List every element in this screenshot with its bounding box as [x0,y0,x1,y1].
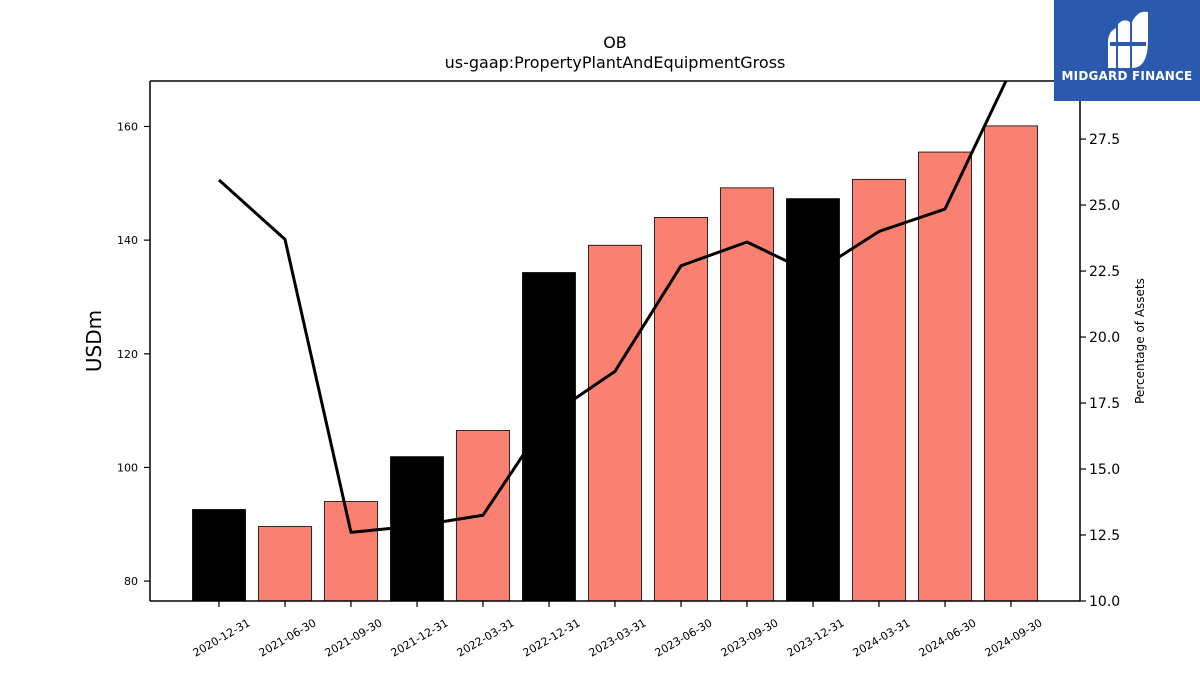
y2-tick-label: 20.0 [1089,330,1120,346]
x-tick-label: 2022-03-31 [455,616,517,659]
y-tick-label: 140 [117,234,138,247]
y-tick-label: 160 [117,120,138,133]
x-tick-label: 2021-12-31 [389,616,451,659]
percent-of-assets-line [217,81,1008,534]
bar-2024-03-31 [852,178,906,602]
y2-tick-label: 15.0 [1089,462,1120,478]
bar-2024-09-30 [984,125,1038,602]
bar-2023-09-30 [720,187,774,602]
percent-line-series [217,81,1008,534]
x-tick-label: 2024-03-31 [851,616,913,659]
bar-2022-12-31 [522,272,576,602]
y2-axis-label: Percentage of Assets [1133,278,1147,404]
chart-subtitle: us-gaap:PropertyPlantAndEquipmentGross [445,53,786,72]
y-tick-label: 100 [117,461,138,474]
bar-2023-06-30 [654,216,708,602]
x-tick-label: 2024-06-30 [917,616,979,659]
y2-tick-label: 22.5 [1089,264,1120,280]
bar-2021-06-30 [258,526,312,602]
x-tick-label: 2024-09-30 [983,616,1045,659]
x-tick-label: 2021-06-30 [257,616,319,659]
y2-tick-label: 25.0 [1089,198,1120,214]
y2-tick-label: 12.5 [1089,528,1120,544]
bar-series [192,125,1038,602]
y-tick-label: 120 [117,348,138,361]
x-tick-label: 2022-12-31 [521,616,583,659]
y2-tick-label: 10.0 [1089,594,1120,610]
bar-2024-06-30 [918,151,972,602]
x-tick-label: 2023-12-31 [785,616,847,659]
y2-tick-label: 27.5 [1089,132,1120,148]
logo-mark-icon [1108,11,1148,68]
x-tick-label: 2023-03-31 [587,616,649,659]
y-axis-label: USDm [82,310,106,372]
x-tick-label: 2023-09-30 [719,616,781,659]
brand-name: MIDGARD FINANCE [1061,69,1193,83]
bar-2023-12-31 [786,198,840,602]
bar-2023-03-31 [588,244,642,602]
x-tick-label: 2023-06-30 [653,616,715,659]
bar-2021-09-30 [324,501,378,602]
y2-tick-label: 17.5 [1089,396,1120,412]
bar-2020-12-31 [192,509,246,602]
chart-title: OB [603,33,627,52]
brand-logo: MIDGARD FINANCE [1054,0,1200,101]
x-tick-label: 2021-09-30 [323,616,385,659]
x-tick-label: 2020-12-31 [191,616,253,659]
y-tick-label: 80 [124,575,138,588]
